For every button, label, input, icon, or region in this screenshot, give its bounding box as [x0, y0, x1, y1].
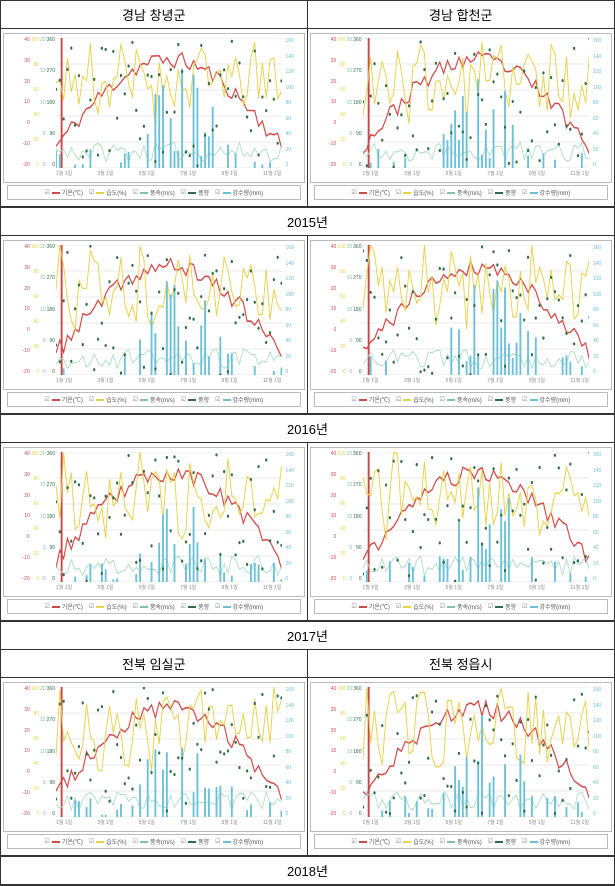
legend-item-wind: ☑풍속(m/s)	[440, 837, 482, 846]
legend-item-wind: ☑풍속(m/s)	[440, 602, 482, 611]
chart-legend: ☑기온(℃) ☑습도(%) ☑풍속(m/s) ☑풍향 ☑강수량(mm)	[314, 185, 609, 200]
legend-item-humid: ☑습도(%)	[89, 188, 127, 197]
legend-item-dir: ☑풍향	[181, 188, 209, 197]
chart-legend: ☑기온(℃) ☑습도(%) ☑풍속(m/s) ☑풍향 ☑강수량(mm)	[7, 834, 301, 849]
legend-item-precip: ☑강수량(mm)	[522, 602, 570, 611]
weather-chart: 403020100-10-201008060402002015105036027…	[310, 240, 613, 390]
year-label-2018: 2018년	[1, 856, 614, 885]
legend-item-dir: ☑풍향	[488, 395, 516, 404]
year-label-2016: 2016년	[1, 414, 614, 443]
legend-item-precip: ☑강수량(mm)	[215, 395, 263, 404]
chart-legend: ☑기온(℃) ☑습도(%) ☑풍속(m/s) ☑풍향 ☑강수량(mm)	[314, 599, 609, 614]
weather-chart: 403020100-10-201008060402002015105036027…	[310, 447, 613, 597]
chart-legend: ☑기온(℃) ☑습도(%) ☑풍속(m/s) ☑풍향 ☑강수량(mm)	[7, 185, 301, 200]
chart-cell: 403020100-10-201008060402002015105036027…	[308, 29, 615, 206]
chart-cell: 403020100-10-201008060402002015105036027…	[1, 678, 308, 855]
legend-item-temp: ☑기온(℃)	[351, 188, 389, 197]
legend-item-humid: ☑습도(%)	[396, 188, 434, 197]
legend-item-humid: ☑습도(%)	[89, 837, 127, 846]
legend-item-precip: ☑강수량(mm)	[522, 837, 570, 846]
legend-item-precip: ☑강수량(mm)	[522, 395, 570, 404]
chart-row-2016: 403020100-10-201008060402002015105036027…	[1, 236, 614, 414]
legend-item-precip: ☑강수량(mm)	[215, 188, 263, 197]
header-gn-changnyeong: 경남 창녕군	[1, 1, 308, 28]
chart-row-2017: 403020100-10-201008060402002015105036027…	[1, 443, 614, 621]
legend-item-humid: ☑습도(%)	[89, 395, 127, 404]
legend-item-dir: ☑풍향	[488, 602, 516, 611]
chart-cell: 403020100-10-201008060402002015105036027…	[1, 443, 308, 620]
figure-grid: 경남 창녕군 경남 합천군 403020100-10-2010080604020…	[0, 0, 615, 886]
legend-item-temp: ☑기온(℃)	[44, 188, 82, 197]
legend-item-wind: ☑풍속(m/s)	[133, 602, 175, 611]
header-row-1: 경남 창녕군 경남 합천군	[1, 1, 614, 29]
legend-item-wind: ☑풍속(m/s)	[440, 188, 482, 197]
chart-cell: 403020100-10-201008060402002015105036027…	[308, 443, 615, 620]
legend-item-temp: ☑기온(℃)	[351, 395, 389, 404]
chart-row-2015: 403020100-10-201008060402002015105036027…	[1, 29, 614, 207]
weather-chart: 403020100-10-201008060402002015105036027…	[3, 240, 305, 390]
legend-item-humid: ☑습도(%)	[396, 837, 434, 846]
legend-item-wind: ☑풍속(m/s)	[133, 395, 175, 404]
header-row-2: 전북 임실군 전북 정읍시	[1, 650, 614, 678]
chart-legend: ☑기온(℃) ☑습도(%) ☑풍속(m/s) ☑풍향 ☑강수량(mm)	[314, 392, 609, 407]
weather-chart: 403020100-10-201008060402002015105036027…	[310, 33, 613, 183]
legend-item-humid: ☑습도(%)	[396, 395, 434, 404]
legend-item-wind: ☑풍속(m/s)	[133, 188, 175, 197]
legend-item-wind: ☑풍속(m/s)	[440, 395, 482, 404]
legend-item-humid: ☑습도(%)	[396, 602, 434, 611]
legend-item-wind: ☑풍속(m/s)	[133, 837, 175, 846]
chart-row-2018: 403020100-10-201008060402002015105036027…	[1, 678, 614, 856]
legend-item-dir: ☑풍향	[488, 837, 516, 846]
legend-item-dir: ☑풍향	[181, 837, 209, 846]
legend-item-humid: ☑습도(%)	[89, 602, 127, 611]
header-jb-jeongeup: 전북 정읍시	[308, 650, 615, 677]
chart-legend: ☑기온(℃) ☑습도(%) ☑풍속(m/s) ☑풍향 ☑강수량(mm)	[7, 599, 301, 614]
chart-cell: 403020100-10-201008060402002015105036027…	[308, 678, 615, 855]
legend-item-temp: ☑기온(℃)	[44, 602, 82, 611]
legend-item-precip: ☑강수량(mm)	[215, 602, 263, 611]
chart-cell: 403020100-10-201008060402002015105036027…	[308, 236, 615, 413]
legend-item-precip: ☑강수량(mm)	[215, 837, 263, 846]
legend-item-temp: ☑기온(℃)	[44, 837, 82, 846]
year-label-2017: 2017년	[1, 621, 614, 650]
chart-cell: 403020100-10-201008060402002015105036027…	[1, 29, 308, 206]
legend-item-precip: ☑강수량(mm)	[522, 188, 570, 197]
legend-item-temp: ☑기온(℃)	[351, 837, 389, 846]
chart-cell: 403020100-10-201008060402002015105036027…	[1, 236, 308, 413]
weather-chart: 403020100-10-201008060402002015105036027…	[3, 682, 305, 832]
header-gn-hapcheon: 경남 합천군	[308, 1, 615, 28]
chart-legend: ☑기온(℃) ☑습도(%) ☑풍속(m/s) ☑풍향 ☑강수량(mm)	[314, 834, 609, 849]
header-jb-imsil: 전북 임실군	[1, 650, 308, 677]
legend-item-dir: ☑풍향	[181, 602, 209, 611]
weather-chart: 403020100-10-201008060402002015105036027…	[3, 447, 305, 597]
chart-legend: ☑기온(℃) ☑습도(%) ☑풍속(m/s) ☑풍향 ☑강수량(mm)	[7, 392, 301, 407]
weather-chart: 403020100-10-201008060402002015105036027…	[310, 682, 613, 832]
legend-item-dir: ☑풍향	[181, 395, 209, 404]
year-label-2015: 2015년	[1, 207, 614, 236]
legend-item-dir: ☑풍향	[488, 188, 516, 197]
weather-chart: 403020100-10-201008060402002015105036027…	[3, 33, 305, 183]
legend-item-temp: ☑기온(℃)	[351, 602, 389, 611]
legend-item-temp: ☑기온(℃)	[44, 395, 82, 404]
